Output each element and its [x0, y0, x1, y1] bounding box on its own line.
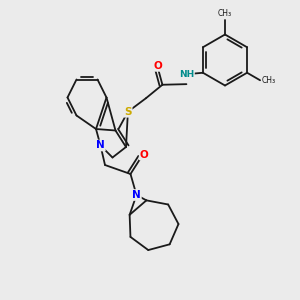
Text: NH: NH: [179, 70, 194, 79]
Text: N: N: [132, 190, 141, 200]
Text: S: S: [124, 107, 132, 117]
Text: CH₃: CH₃: [218, 9, 232, 18]
Text: CH₃: CH₃: [262, 76, 276, 85]
Text: O: O: [140, 149, 148, 160]
Text: O: O: [154, 61, 162, 71]
Text: N: N: [96, 140, 105, 151]
